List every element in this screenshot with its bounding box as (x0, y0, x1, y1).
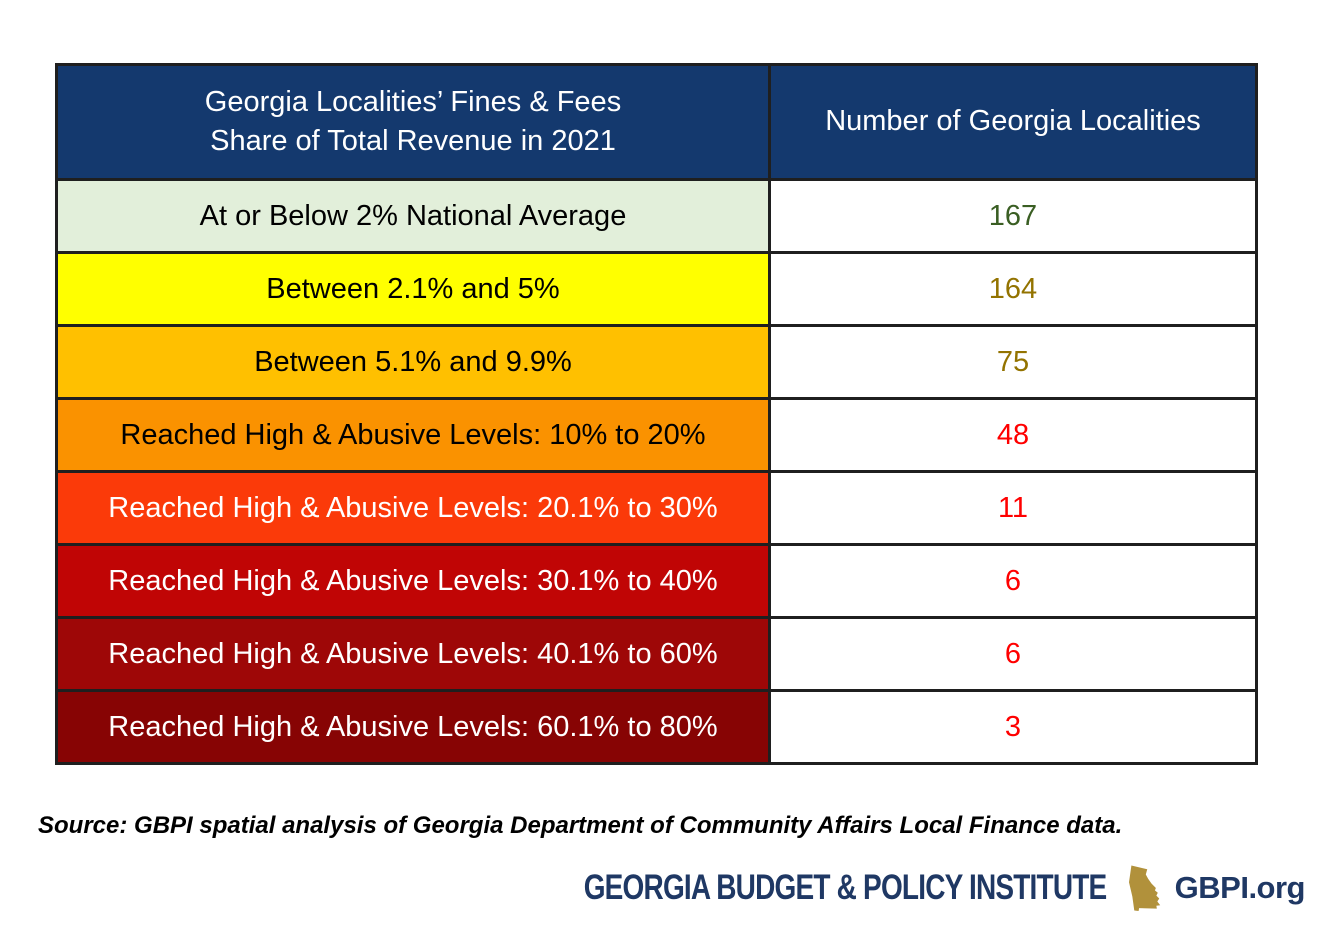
table-row-value: 6 (771, 619, 1255, 689)
table-row-label: At or Below 2% National Average (58, 181, 768, 251)
header-count-text: Number of Georgia Localities (825, 105, 1201, 138)
fines-fees-table: Georgia Localities’ Fines & Fees Share o… (55, 63, 1258, 765)
table-header-count-column: Number of Georgia Localities (771, 66, 1255, 178)
table-row-label: Reached High & Abusive Levels: 30.1% to … (58, 546, 768, 616)
georgia-state-shape (1128, 865, 1160, 912)
table-row-value: 6 (771, 546, 1255, 616)
table-row-value: 11 (771, 473, 1255, 543)
table-row-value: 3 (771, 692, 1255, 762)
table-row-value: 167 (771, 181, 1255, 251)
header-line-2: Share of Total Revenue in 2021 (210, 125, 616, 157)
table-header-category-column: Georgia Localities’ Fines & Fees Share o… (58, 66, 768, 178)
gbpi-site-url: GBPI.org (1174, 870, 1306, 905)
table-row-label: Reached High & Abusive Levels: 20.1% to … (58, 473, 768, 543)
table-header-category-text: Georgia Localities’ Fines & Fees Share o… (205, 83, 621, 161)
gbpi-logo: GEORGIA BUDGET & POLICY INSTITUTE GBPI.o… (453, 862, 1306, 914)
source-citation: Source: GBPI spatial analysis of Georgia… (38, 812, 1123, 839)
table-row-value: 164 (771, 254, 1255, 324)
table-row-label: Between 5.1% and 9.9% (58, 327, 768, 397)
table-row-label: Reached High & Abusive Levels: 60.1% to … (58, 692, 768, 762)
table-row-label: Between 2.1% and 5% (58, 254, 768, 324)
table-row-label: Reached High & Abusive Levels: 10% to 20… (58, 400, 768, 470)
table-row-value: 75 (771, 327, 1255, 397)
georgia-state-icon (1128, 865, 1160, 912)
gbpi-org-name: GEORGIA BUDGET & POLICY INSTITUTE (583, 868, 1108, 907)
table-row-value: 48 (771, 400, 1255, 470)
table-row-label: Reached High & Abusive Levels: 40.1% to … (58, 619, 768, 689)
header-line-1: Georgia Localities’ Fines & Fees (204, 85, 622, 118)
